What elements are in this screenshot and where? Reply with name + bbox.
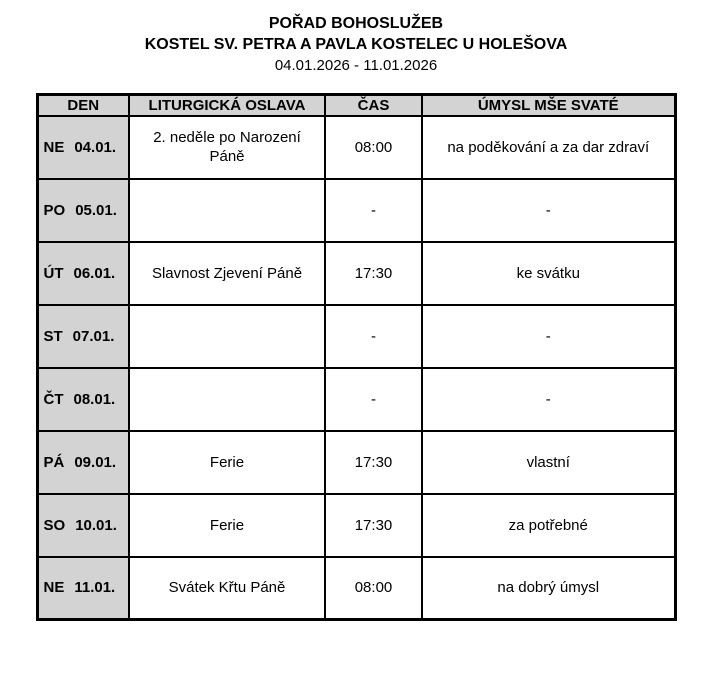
day-date: 06.01. [73,264,116,282]
intention-cell: vlastní [421,429,676,495]
intention-cell: - [421,303,676,369]
intention-cell: za potřebné [421,492,676,558]
celebration-cell: 2. neděle po Narození Páně [128,114,326,180]
time-cell: 08:00 [324,114,423,180]
col-header-time: ČAS [324,93,423,117]
table-row: SO 10.01. Ferie 17:30 za potřebné [36,492,676,558]
day-abbrev: NE [43,138,65,156]
page-subtitle: KOSTEL SV. PETRA A PAVLA KOSTELEC U HOLE… [144,36,568,53]
intention-cell: na dobrý úmysl [421,555,676,621]
intention-cell: na poděkování a za dar zdraví [421,114,676,180]
table-row: PO 05.01. - - [36,177,676,243]
day-cell: SO 10.01. [36,492,130,558]
celebration-cell [128,303,326,369]
table-row: NE 11.01. Svátek Křtu Páně 08:00 na dobrý… [36,555,676,621]
day-abbrev: PÁ [43,453,65,471]
day-cell: NE 04.01. [36,114,130,180]
schedule-table: DEN LITURGICKÁ OSLAVA ČAS ÚMYSL MŠE SVAT… [35,93,677,621]
celebration-cell: Ferie [128,492,326,558]
day-abbrev: PO [43,201,66,219]
page-title: POŘAD BOHOSLUŽEB [268,15,444,32]
table-row: ST 07.01. - - [36,303,676,369]
day-date: 05.01. [75,201,117,219]
time-cell: 17:30 [324,429,423,495]
time-cell: - [324,177,423,243]
header-row: DEN LITURGICKÁ OSLAVA ČAS ÚMYSL MŠE SVAT… [36,93,676,117]
col-header-day: DEN [36,93,130,117]
col-header-celebration: LITURGICKÁ OSLAVA [128,93,326,117]
time-cell: 17:30 [324,240,423,306]
intention-cell: ke svátku [421,240,676,306]
day-date: 11.01. [74,579,116,597]
day-cell: NE 11.01. [36,555,130,621]
date-range: 04.01.2026 - 11.01.2026 [274,57,438,74]
celebration-cell: Ferie [128,429,326,495]
day-cell: ÚT 06.01. [36,240,130,306]
day-abbrev: SO [43,516,66,534]
col-header-intention: ÚMYSL MŠE SVATÉ [421,93,676,117]
day-date: 09.01. [74,453,117,471]
time-cell: 08:00 [324,555,423,621]
celebration-cell: Svátek Křtu Páně [128,555,326,621]
table-row: ÚT 06.01. Slavnost Zjevení Páně 17:30 ke … [36,240,676,306]
celebration-cell [128,366,326,432]
day-date: 10.01. [75,516,117,534]
document-header: POŘAD BOHOSLUŽEB KOSTEL SV. PETRA A PAVL… [0,0,712,76]
intention-cell: - [421,177,676,243]
day-date: 08.01. [73,390,116,408]
celebration-cell: Slavnost Zjevení Páně [128,240,326,306]
day-cell: PÁ 09.01. [36,429,130,495]
day-abbrev: ÚT [43,264,64,282]
day-abbrev: ST [43,327,63,345]
day-cell: PO 05.01. [36,177,130,243]
time-cell: - [324,303,423,369]
intention-cell: - [421,366,676,432]
day-abbrev: NE [43,579,65,597]
day-abbrev: ČT [43,390,64,408]
table-row: PÁ 09.01. Ferie 17:30 vlastní [36,429,676,495]
time-cell: 17:30 [324,492,423,558]
time-cell: - [324,366,423,432]
celebration-cell [128,177,326,243]
day-date: 07.01. [72,327,115,345]
table-row: NE 04.01. 2. neděle po Narození Páně 08:0… [36,114,676,180]
day-cell: ČT 08.01. [36,366,130,432]
day-cell: ST 07.01. [36,303,130,369]
table-row: ČT 08.01. - - [36,366,676,432]
day-date: 04.01. [74,138,117,156]
